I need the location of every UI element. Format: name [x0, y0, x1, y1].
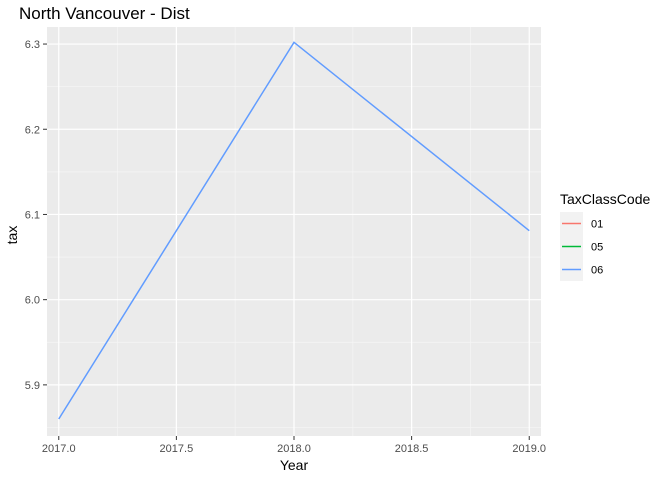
y-tick-label: 6.1 [25, 209, 40, 221]
x-tick-label: 2018.5 [395, 443, 429, 455]
series-line-06 [58, 41, 530, 420]
y-tick-label: 6.2 [25, 124, 40, 136]
legend-items: 01 05 06 [560, 212, 603, 281]
y-axis-label: tax [4, 226, 20, 245]
y-axis-ticks: 5.9 6.0 6.1 6.2 6.3 [25, 39, 47, 392]
x-axis-label: Year [280, 457, 309, 473]
x-tick-label: 2017.5 [160, 443, 194, 455]
legend: TaxClassCode 01 05 06 [560, 191, 650, 281]
y-tick-label: 5.9 [25, 380, 40, 392]
legend-label: 05 [591, 242, 603, 254]
series-lines [58, 41, 530, 420]
legend-label: 06 [591, 265, 603, 277]
legend-title: TaxClassCode [560, 191, 650, 207]
x-tick-label: 2018.0 [277, 443, 311, 455]
x-axis-ticks: 2017.0 2017.5 2018.0 2018.5 2019.0 [42, 436, 546, 455]
x-tick-label: 2019.0 [512, 443, 546, 455]
chart-title: North Vancouver - Dist [19, 4, 190, 23]
y-tick-label: 6.3 [25, 39, 40, 51]
legend-label: 01 [591, 219, 603, 231]
x-tick-label: 2017.0 [42, 443, 76, 455]
y-tick-label: 6.0 [25, 295, 40, 307]
